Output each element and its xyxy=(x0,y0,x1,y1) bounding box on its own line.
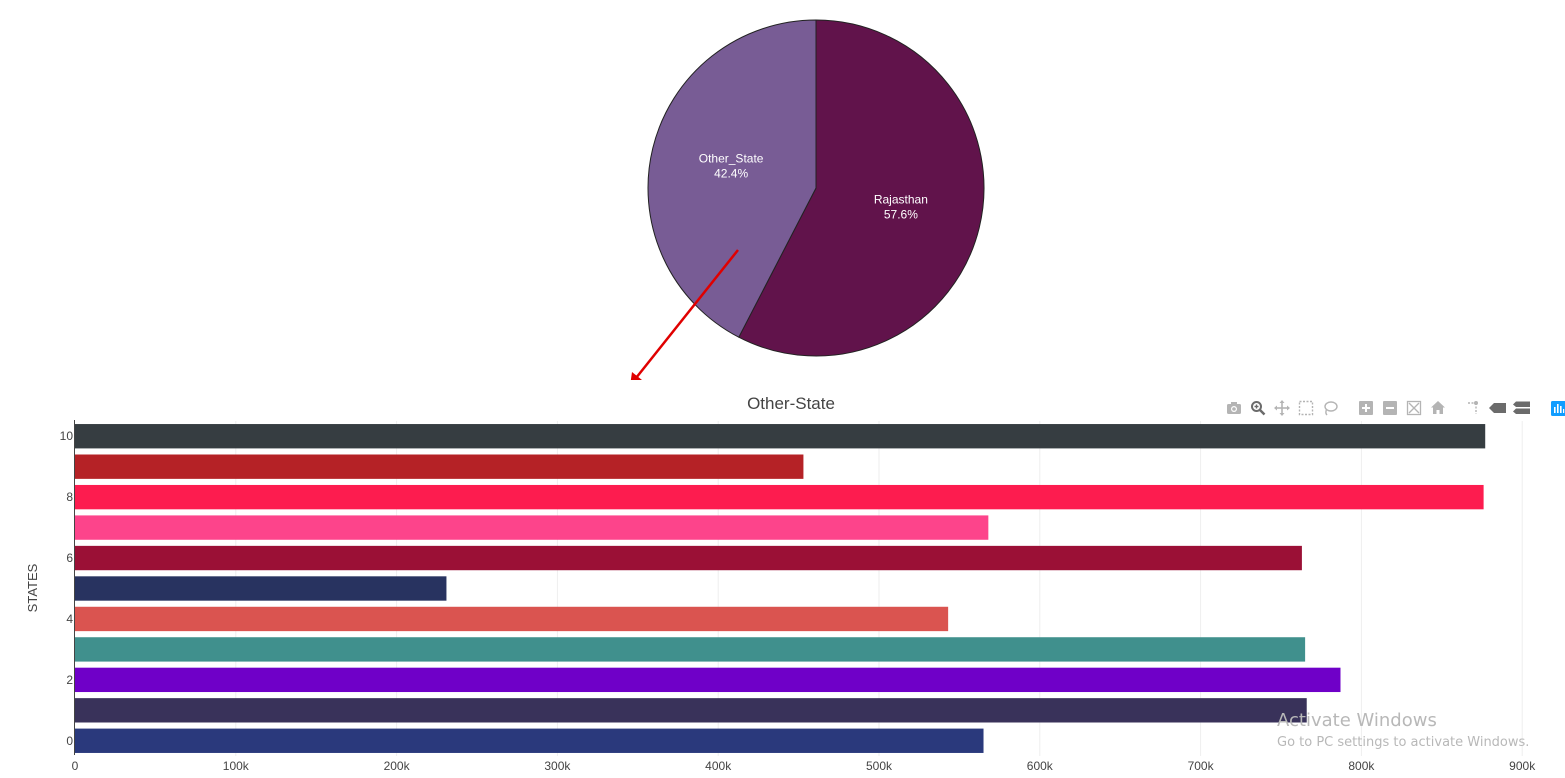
camera-icon[interactable] xyxy=(1222,398,1246,418)
autoscale-icon[interactable] xyxy=(1402,398,1426,418)
y-tick-label: 2 xyxy=(66,673,73,687)
bar-state-3[interactable] xyxy=(75,637,1306,662)
activation-watermark: Activate Windows Go to PC settings to ac… xyxy=(1277,710,1529,752)
y-axis-label: STATES xyxy=(25,563,40,612)
hover-closest-icon[interactable] xyxy=(1486,398,1510,418)
x-tick-label: 200k xyxy=(384,759,411,773)
modebar-divider xyxy=(1450,398,1462,418)
bar-state-9[interactable] xyxy=(75,454,804,479)
y-tick-label: 8 xyxy=(66,490,73,504)
watermark-title: Activate Windows xyxy=(1277,710,1437,731)
pie-slice-other-state[interactable] xyxy=(647,19,817,338)
modebar-divider xyxy=(1342,398,1354,418)
zoom-out-icon[interactable] xyxy=(1378,398,1402,418)
bar-state-5[interactable] xyxy=(75,576,447,601)
x-tick-label: 300k xyxy=(544,759,571,773)
modebar-divider xyxy=(1534,398,1546,418)
reset-axes-icon[interactable] xyxy=(1426,398,1450,418)
chart-title: Other-State xyxy=(747,394,835,413)
watermark-subtitle: Go to PC settings to activate Windows. xyxy=(1277,735,1530,750)
y-tick-label: 6 xyxy=(66,551,73,565)
y-tick-label: 4 xyxy=(66,612,73,626)
zoom-in-icon[interactable] xyxy=(1354,398,1378,418)
box-select-icon[interactable] xyxy=(1294,398,1318,418)
x-tick-label: 0 xyxy=(72,759,79,773)
bar-state-6[interactable] xyxy=(75,545,1302,571)
zoom-icon[interactable] xyxy=(1246,398,1270,418)
pan-icon[interactable] xyxy=(1270,398,1294,418)
y-tick-label: 0 xyxy=(66,734,73,748)
pie-label-name: Other_State xyxy=(699,151,764,165)
x-tick-label: 500k xyxy=(866,759,893,773)
hover-compare-icon[interactable] xyxy=(1510,398,1534,418)
bar-state-0[interactable] xyxy=(75,728,984,753)
pie-label-percent: 42.4% xyxy=(714,166,748,180)
bar-state-8[interactable] xyxy=(75,484,1484,510)
x-tick-label: 900k xyxy=(1509,759,1536,773)
bar-state-4[interactable] xyxy=(75,606,949,632)
annotation-arrow xyxy=(630,249,739,380)
x-tick-label: 700k xyxy=(1188,759,1215,773)
bar-state-2[interactable] xyxy=(75,667,1341,693)
x-tick-label: 800k xyxy=(1348,759,1375,773)
pie-slice-rajasthan[interactable] xyxy=(738,19,985,357)
bar-state-7[interactable] xyxy=(75,515,989,540)
x-tick-label: 100k xyxy=(223,759,250,773)
x-tick-label: 400k xyxy=(705,759,732,773)
bar-state-10[interactable] xyxy=(75,424,1486,449)
plotly-logo-icon[interactable] xyxy=(1546,398,1565,418)
lasso-select-icon[interactable] xyxy=(1318,398,1342,418)
spike-lines-icon[interactable] xyxy=(1462,398,1486,418)
modebar xyxy=(1222,398,1565,418)
pie-label-percent: 57.6% xyxy=(884,208,918,222)
pie-label-name: Rajasthan xyxy=(874,193,928,207)
bar-state-1[interactable] xyxy=(75,698,1307,723)
y-tick-label: 10 xyxy=(60,429,74,443)
x-tick-label: 600k xyxy=(1027,759,1054,773)
